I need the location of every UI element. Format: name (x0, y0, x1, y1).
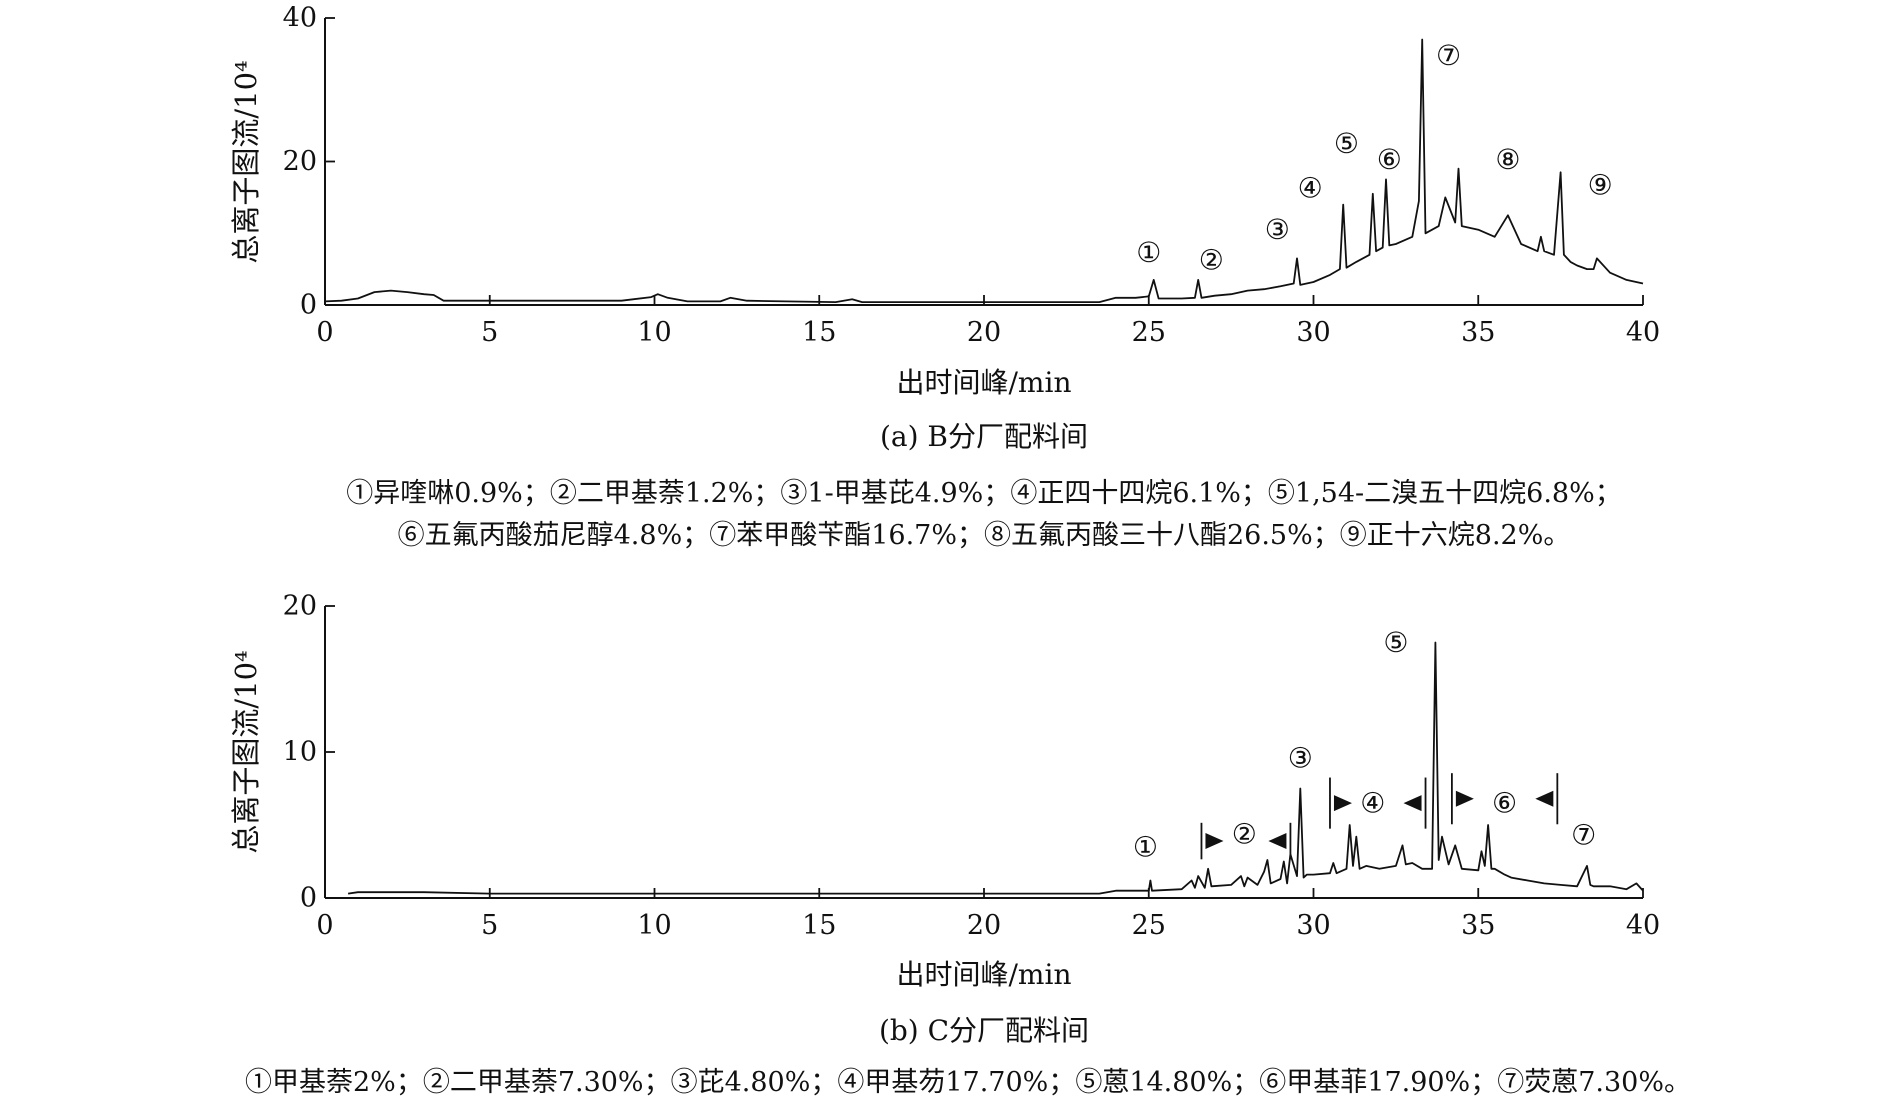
x-tick-label: 0 (316, 317, 333, 348)
x-tick-label: 30 (1296, 910, 1330, 941)
x-tick-label: 10 (637, 317, 671, 348)
chart-panel-a: 0 5 10 15 20 25 30 35 40 0 20 40 ① ② ③④⑤ ⑥ ⑦ ⑧ ⑨ 总离子图流/1… (229, 3, 1660, 552)
arrow-right-icon (1333, 795, 1352, 812)
legend-line: ①甲基萘2%；②二甲基萘7.30%；③芘4.80%；④甲基芴17.70%；⑤蒽1… (245, 1067, 1691, 1098)
peak-marker: ② (1232, 817, 1257, 850)
peak-marker: ⑥ (1492, 787, 1517, 820)
x-tick-label: 30 (1296, 317, 1330, 348)
x-tick-label: 25 (1132, 910, 1166, 941)
figure-caption: (b) C分厂配料间 (879, 1014, 1089, 1047)
x-tick-label: 40 (1626, 317, 1660, 348)
y-tick-label: 20 (283, 591, 317, 622)
peak-marker: ③ (1288, 741, 1313, 774)
y-tick-label: 10 (283, 737, 317, 768)
arrow-left-icon (1268, 833, 1287, 850)
x-tick-label: 15 (802, 910, 836, 941)
peak-marker: ③ (1265, 213, 1290, 246)
arrow-right-icon (1205, 833, 1224, 850)
chromatogram-line (347, 641, 1644, 895)
peak-marker: ⑦ (1571, 819, 1596, 852)
y-tick-label: 0 (300, 883, 317, 914)
x-tick-label: 5 (481, 317, 498, 348)
arrow-right-icon (1455, 790, 1474, 807)
x-tick-label: 35 (1461, 910, 1495, 941)
y-axis-label: 总离子图流/10⁴ (229, 650, 263, 853)
x-tick-label: 0 (316, 910, 333, 941)
arrow-left-icon (1403, 795, 1422, 812)
y-tick-label: 40 (283, 3, 317, 34)
x-tick-label: 15 (802, 317, 836, 348)
y-tick-label: 20 (283, 146, 317, 177)
figure-caption: (a) B分厂配料间 (880, 420, 1088, 453)
chart-panel-b: 0 5 10 15 20 25 30 35 40 0 10 20 ① ② ③ ④ ⑤ ⑥ ⑦ 总离子图流/10⁴… (229, 591, 1691, 1098)
x-tick-label: 10 (637, 910, 671, 941)
x-axis-label: 出时间峰/min (897, 958, 1072, 991)
arrow-left-icon (1535, 790, 1554, 807)
chromatogram-line (324, 38, 1644, 303)
y-tick-label: 0 (300, 290, 317, 321)
peak-marker: ④ (1298, 172, 1323, 205)
x-tick-label: 25 (1132, 317, 1166, 348)
peak-marker: ⑨ (1588, 169, 1613, 202)
y-tick-label: 总离子图流/10⁴ (229, 60, 263, 263)
peak-marker: ⑤ (1383, 626, 1408, 659)
x-tick-label: 20 (967, 910, 1001, 941)
x-tick-label: 20 (967, 317, 1001, 348)
peak-marker: ⑤ (1334, 127, 1359, 160)
x-tick-label: 40 (1626, 910, 1660, 941)
x-tick-label: 5 (481, 910, 498, 941)
x-tick-label: 35 (1461, 317, 1495, 348)
peak-marker: ① (1133, 830, 1158, 863)
legend-line: ①异喹啉0.9%；②二甲基萘1.2%；③1-甲基芘4.9%；④正四十四烷6.1%… (346, 478, 1622, 509)
legend-line: ⑥五氟丙酸茄尼醇4.8%；⑦苯甲酸苄酯16.7%；⑧五氟丙酸三十八酯26.5%；… (398, 520, 1571, 551)
peak-marker: ⑧ (1495, 143, 1520, 176)
peak-marker: ① (1136, 236, 1161, 269)
peak-marker: ⑦ (1436, 39, 1461, 72)
peak-marker: ④ (1360, 787, 1385, 820)
x-axis-label: 出时间峰/min (897, 366, 1072, 399)
peak-marker: ② (1199, 243, 1224, 276)
peak-marker: ⑥ (1377, 143, 1402, 176)
